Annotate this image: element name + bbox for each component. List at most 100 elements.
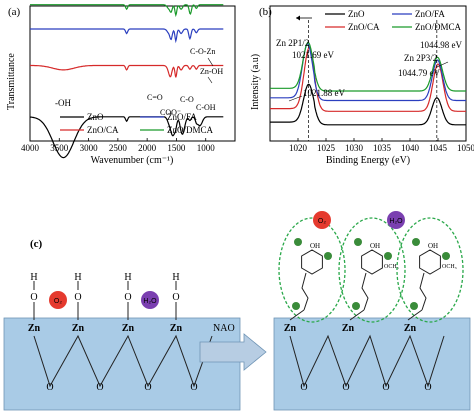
side-chain-2 (419, 272, 427, 311)
green-site-b-2 (442, 252, 450, 260)
zn-right-2: Zn (404, 323, 417, 334)
o2-molecule-left (49, 291, 67, 309)
panel-a-label: (a) (8, 6, 21, 18)
o-left-1: O (74, 292, 81, 303)
annot-1044-79-pointer (436, 61, 449, 68)
legend-a-ca: ZnO/CA (87, 125, 119, 135)
panel-b-ylabel: Intensity (a.u) (250, 54, 261, 110)
green-site-b-0 (324, 252, 332, 260)
xtick-label-b-1030: 1030 (345, 143, 364, 153)
h-left-3: H (172, 272, 179, 283)
annot-1021-88: 1021.88 eV (303, 88, 345, 98)
xtick-label-b-1020: 1020 (289, 143, 308, 153)
annot-c-oh: C-OH (196, 103, 216, 112)
oh-label-1: OH (370, 242, 380, 250)
h2o-molecule-right (387, 211, 405, 229)
xtick-label-a-3500: 3500 (50, 143, 69, 153)
xtick-label-a-2000: 2000 (138, 143, 157, 153)
lattice-o-left-1: O (96, 382, 103, 393)
zn-left-2: Zn (122, 323, 135, 334)
annot-c-o-zn: C-O-Zn (190, 47, 215, 56)
series-a-zno-ca (30, 64, 224, 78)
o2-molecule-right (313, 211, 331, 229)
panel-a-ftir: (a) Transmittance Wavenumber (cm⁻¹) 4000… (6, 4, 236, 166)
h-left-2: H (124, 272, 131, 283)
zn-left-1: Zn (72, 323, 85, 334)
lattice-right (289, 334, 445, 388)
series-b-zno-dmca (270, 41, 466, 92)
o2-label-right: O₂ (318, 218, 326, 225)
substrate-right (273, 317, 471, 411)
molecule-enclosure-2 (396, 217, 464, 323)
green-site-a-0 (294, 238, 302, 246)
series-b-zno-ca (270, 47, 466, 112)
legend-a-dmca: ZnO/DMCA (167, 125, 214, 135)
oh-label-2: OH (428, 242, 438, 250)
xtick-label-a-1000: 1000 (197, 143, 216, 153)
annot-c-o: C-O (180, 95, 194, 104)
adsorbed-molecule-1: OH OCH₃ (338, 217, 406, 323)
lattice-o-right-2: O (382, 382, 389, 393)
lattice-o-right-0: O (300, 382, 307, 393)
nao-arrow (199, 333, 267, 371)
o-left-3: O (172, 292, 179, 303)
legend-a-fa: ZnO/FA (167, 112, 197, 122)
xtick-label-b-1050: 1050 (457, 143, 474, 153)
annot-zn-oh: Zn-OH (200, 67, 223, 76)
panel-b-series (270, 20, 466, 141)
benzene-ring-2 (419, 249, 441, 275)
lattice-o-left-0: O (46, 382, 53, 393)
lattice-o-left-2: O (144, 382, 151, 393)
legend-b-fa: ZnO/FA (415, 9, 445, 19)
benzene-ring-1 (361, 249, 383, 275)
benzene-ring-0 (301, 249, 323, 275)
panel-b-legend: ZnO ZnO/FA ZnO/CA ZnO/DMCA (325, 9, 462, 32)
nao-arrow-label: NAO (213, 323, 235, 334)
annot-c-o-zn-pointer (207, 57, 214, 67)
side-chain-1 (361, 272, 369, 311)
panel-a-xlabel: Wavenumber (cm⁻¹) (91, 155, 174, 166)
series-a-zno-fa (30, 28, 224, 44)
annot-1044-98: 1044.98 eV (420, 40, 462, 50)
green-site-c-2 (410, 302, 418, 310)
panel-a-series (29, 4, 224, 159)
series-a-zno-dmca (30, 4, 224, 18)
xtick-label-a-1500: 1500 (167, 143, 186, 153)
molecule-enclosure-1 (338, 217, 406, 323)
green-site-c-0 (292, 302, 300, 310)
panel-a-frame (29, 5, 236, 142)
xtick-label-a-4000: 4000 (21, 143, 40, 153)
xtick-label-b-1045: 1045 (429, 143, 448, 153)
h-left-0: H (30, 272, 37, 283)
lattice-o-right-1: O (342, 382, 349, 393)
panel-b-xlabel: Binding Energy (eV) (326, 155, 410, 166)
zn-left-0: Zn (28, 323, 41, 334)
series-b-zno (270, 83, 466, 126)
green-site-b-1 (384, 252, 392, 260)
adsorbed-molecule-0: OH (278, 217, 346, 323)
green-site-a-1 (354, 238, 362, 246)
xtick-label-b-1025: 1025 (317, 143, 336, 153)
right-surface-sites: Zn Zn Zn O O O O OH OH OCH₃ OH OCH₃ O₂ H₂O (278, 211, 464, 393)
h2o-label-left: H₂O (143, 298, 157, 305)
panel-b-xticks: 1020 1025 1030 1035 1040 1045 1050 (289, 138, 474, 153)
panel-c-label: (c) (30, 238, 43, 250)
adsorbed-molecule-2: OH OCH₃ (396, 217, 464, 323)
och3-label-2: OCH₃ (442, 264, 457, 270)
annot-zn-oh-pointer (207, 76, 213, 84)
h-left-1: H (74, 272, 81, 283)
annot-1021-88-pointer (288, 95, 303, 102)
anchor-bond-2 (407, 309, 423, 321)
lattice-o-right-3: O (424, 382, 431, 393)
o-left-0: O (30, 292, 37, 303)
xtick-label-a-2500: 2500 (109, 143, 128, 153)
xtick-label-b-1040: 1040 (401, 143, 420, 153)
zn-right-0: Zn (284, 323, 297, 334)
anchor-bond-0 (289, 309, 305, 321)
legend-a-zno: ZnO (87, 112, 104, 122)
legend-b-ca: ZnO/CA (348, 22, 380, 32)
green-site-a-2 (412, 238, 420, 246)
annot-c-eq-o: C=O (147, 93, 163, 102)
panel-b-label: (b) (259, 6, 272, 18)
